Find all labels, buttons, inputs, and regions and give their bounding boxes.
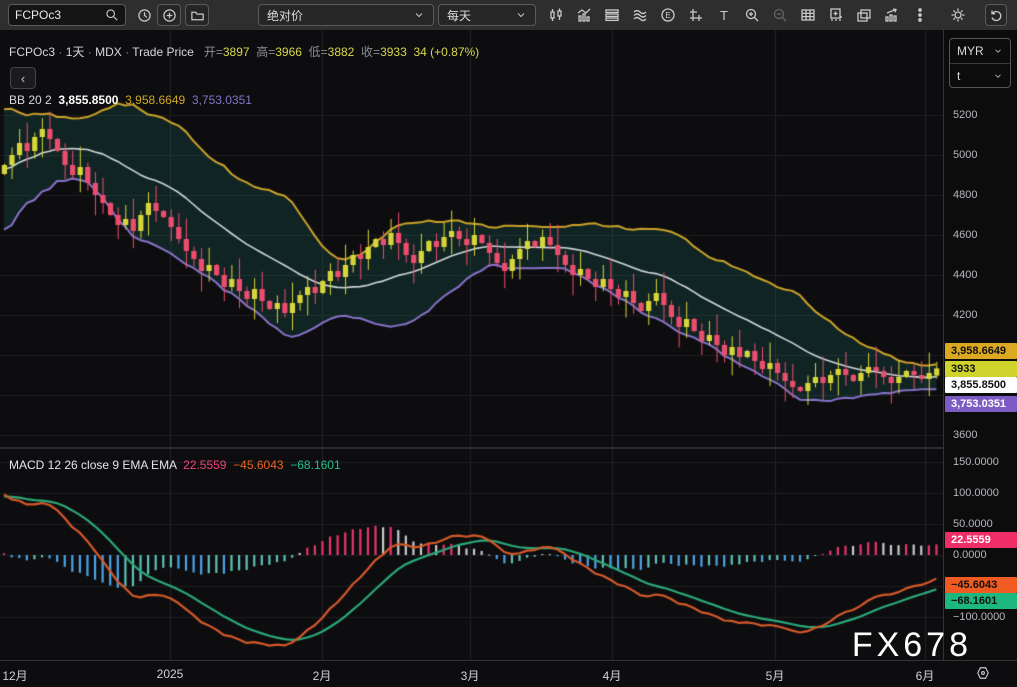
toolbar-icon-strip: E T 17 — [545, 0, 1017, 30]
table-icon[interactable] — [797, 4, 819, 26]
macd-pane-canvas[interactable] — [0, 447, 943, 660]
time-label: 4月 — [603, 667, 622, 684]
timezone-clock-icon[interactable] — [976, 666, 990, 685]
price-label: 3,855.8500 — [945, 377, 1017, 393]
currency-label: MYR — [957, 44, 984, 58]
macd-label: MACD 12 26 close 9 EMA EMA — [9, 458, 176, 472]
chevron-down-icon — [993, 71, 1003, 81]
price-tick: 4800 — [953, 189, 977, 201]
bb-basis-value: 3,855.8500 — [58, 93, 118, 107]
price-label: 3,753.0351 — [945, 396, 1017, 412]
time-label: 5月 — [766, 667, 785, 684]
indicator-chart-icon[interactable] — [573, 4, 595, 26]
time-label: 12月 — [2, 667, 27, 684]
price-tick: 4600 — [953, 229, 977, 241]
pane-separator[interactable] — [0, 447, 943, 449]
settings-gear-icon[interactable] — [947, 4, 969, 26]
chevron-down-icon — [993, 46, 1003, 56]
macd-tick: 100.0000 — [953, 487, 999, 499]
symbol-search[interactable] — [8, 0, 126, 30]
search-icon — [105, 8, 119, 22]
text-tool-icon[interactable]: T — [713, 4, 735, 26]
price-label: 3,958.6649 — [945, 343, 1017, 359]
legend-close: 3933 — [380, 45, 407, 59]
more-dots-icon[interactable] — [909, 4, 931, 26]
macd-label: −68.1601 — [945, 593, 1017, 609]
tradingview-logo-icon[interactable]: 17 — [1013, 4, 1017, 26]
fx678-watermark: FX678 — [852, 626, 972, 665]
legend-change: 34 (+0.87%) — [413, 45, 479, 59]
time-label: 3月 — [461, 667, 480, 684]
legend-exchange: MDX — [95, 45, 122, 59]
legend-symbol: FCPOc3 — [9, 45, 55, 59]
collapse-legend-button[interactable]: ‹ — [10, 67, 36, 89]
price-axis[interactable]: MYR t 5200 5000 4800 4600 4400 4200 3600 3,958.… — [943, 30, 1017, 660]
bb-legend: BB 20 2 3,855.8500 3,958.6649 3,753.0351 — [9, 93, 252, 107]
price-tick: 4400 — [953, 269, 977, 281]
interval-dropdown[interactable]: 每天 — [438, 4, 536, 26]
legend-open: 3897 — [223, 45, 250, 59]
clock-icon[interactable] — [132, 4, 156, 26]
macd-label: −45.6043 — [945, 577, 1017, 593]
time-label: 2月 — [313, 667, 332, 684]
chevron-left-icon: ‹ — [21, 71, 25, 86]
symbol-search-input[interactable] — [15, 8, 105, 22]
currency-dropdown[interactable]: MYR — [950, 39, 1010, 63]
macd-tick: −100.0000 — [953, 611, 1005, 623]
macd-label: 22.5559 — [945, 532, 1017, 548]
candlestick-icon[interactable] — [545, 4, 567, 26]
legend-high: 3966 — [275, 45, 302, 59]
unit-dropdown[interactable]: t — [950, 63, 1010, 87]
price-label: 3933 — [945, 361, 1017, 377]
bb-upper-value: 3,958.6649 — [125, 93, 185, 107]
axis-unit-selector: MYR t — [949, 38, 1011, 88]
price-tick: 3600 — [953, 429, 977, 441]
waves-icon[interactable] — [629, 4, 651, 26]
macd-legend: MACD 12 26 close 9 EMA EMA 22.5559 −45.6… — [9, 458, 341, 472]
zoom-in-icon[interactable] — [741, 4, 763, 26]
price-mode-label: 绝对价 — [267, 7, 303, 24]
unit-label: t — [957, 69, 960, 83]
macd-hist-value: 22.5559 — [183, 458, 226, 472]
svg-text:T: T — [720, 8, 728, 23]
folder-icon[interactable] — [185, 4, 209, 26]
macd-tick: 50.0000 — [953, 518, 993, 530]
legend-low: 3882 — [328, 45, 355, 59]
bb-label: BB 20 2 — [9, 93, 52, 107]
chevron-down-icon — [413, 9, 425, 21]
add-circle-icon[interactable] — [157, 4, 181, 26]
trading-app: 绝对价 每天 E T 17 FCPOc3 · 1天 · MDX · Trade Pr… — [0, 0, 1017, 687]
chart-arrow-icon[interactable] — [881, 4, 903, 26]
symbol-legend: FCPOc3 · 1天 · MDX · Trade Price 开=3897 高… — [9, 43, 479, 60]
bb-lower-value: 3,753.0351 — [192, 93, 252, 107]
macd-line-value: −45.6043 — [233, 458, 283, 472]
time-label: 2025 — [157, 667, 184, 681]
zoom-out-icon[interactable] — [769, 4, 791, 26]
price-tick: 5000 — [953, 149, 977, 161]
top-toolbar: 绝对价 每天 E T 17 — [0, 0, 1017, 30]
measure-icon[interactable] — [685, 4, 707, 26]
macd-tick: 0.0000 — [953, 549, 987, 561]
e-circle-icon[interactable]: E — [657, 4, 679, 26]
legend-series: Trade Price — [132, 45, 194, 59]
chart-region[interactable]: FCPOc3 · 1天 · MDX · Trade Price 开=3897 高… — [0, 30, 1017, 660]
macd-signal-value: −68.1601 — [290, 458, 340, 472]
time-label: 6月 — [916, 667, 935, 684]
chevron-down-icon — [515, 9, 527, 21]
reset-undo-icon[interactable] — [985, 4, 1007, 26]
legend-interval: 1天 — [66, 45, 85, 59]
add-pane-icon[interactable] — [825, 4, 847, 26]
interval-label: 每天 — [447, 7, 471, 24]
layout-rows-icon[interactable] — [601, 4, 623, 26]
macd-tick: 150.0000 — [953, 456, 999, 468]
windows-icon[interactable] — [853, 4, 875, 26]
price-mode-dropdown[interactable]: 绝对价 — [258, 4, 434, 26]
price-tick: 5200 — [953, 109, 977, 121]
price-tick: 4200 — [953, 309, 977, 321]
svg-text:E: E — [665, 11, 670, 20]
